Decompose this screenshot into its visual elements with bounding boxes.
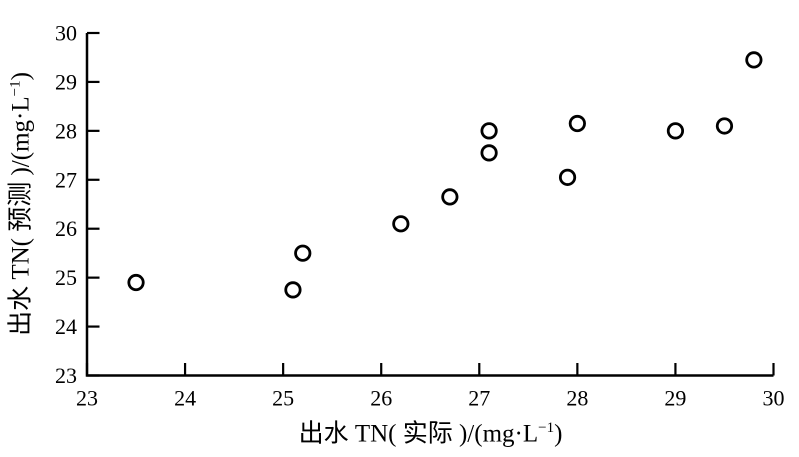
data-point	[284, 281, 302, 299]
x-tick-label: 30	[763, 386, 785, 411]
x-tick-label: 29	[664, 386, 686, 411]
data-point	[745, 51, 763, 69]
x-axis-label-text: 出水 TN( 实际 )/(mg·L	[298, 420, 539, 448]
x-tick-label: 28	[566, 386, 588, 411]
y-tick-label: 28	[55, 118, 77, 143]
data-point	[480, 122, 498, 140]
x-axis-label-exponent: −1	[538, 420, 555, 436]
data-point	[294, 244, 312, 262]
y-axis-label-text: 出水 TN( 预测 )/(mg·L	[7, 96, 35, 336]
data-point	[392, 215, 410, 233]
y-tick-label: 27	[55, 167, 77, 192]
y-tick-label: 25	[55, 265, 77, 290]
y-tick-label: 29	[55, 69, 77, 94]
data-point	[666, 122, 685, 140]
x-tick-label: 26	[370, 386, 392, 411]
x-axis-label-close: )	[554, 420, 563, 448]
x-axis-label: 出水 TN( 实际 )/(mg·L−1)	[87, 420, 774, 448]
data-point	[715, 117, 734, 135]
data-point	[558, 168, 577, 186]
x-tick-label: 23	[76, 386, 98, 411]
y-tick-label: 24	[55, 314, 77, 339]
x-tick-label: 24	[174, 386, 196, 411]
axis-spine	[85, 33, 774, 377]
data-point	[480, 144, 498, 162]
data-point	[568, 114, 586, 133]
y-tick-label: 26	[55, 216, 77, 241]
y-axis-label: 出水 TN( 预测 )/(mg·L−1)	[7, 72, 35, 336]
x-tick-label: 27	[468, 386, 490, 411]
y-tick-label: 30	[55, 21, 77, 46]
data-point	[441, 188, 459, 206]
y-tick-label: 23	[55, 363, 77, 388]
y-axis-label-close: )	[7, 72, 35, 81]
data-point	[127, 273, 145, 292]
x-tick-label: 25	[272, 386, 294, 411]
y-axis-label-exponent: −1	[7, 80, 24, 97]
